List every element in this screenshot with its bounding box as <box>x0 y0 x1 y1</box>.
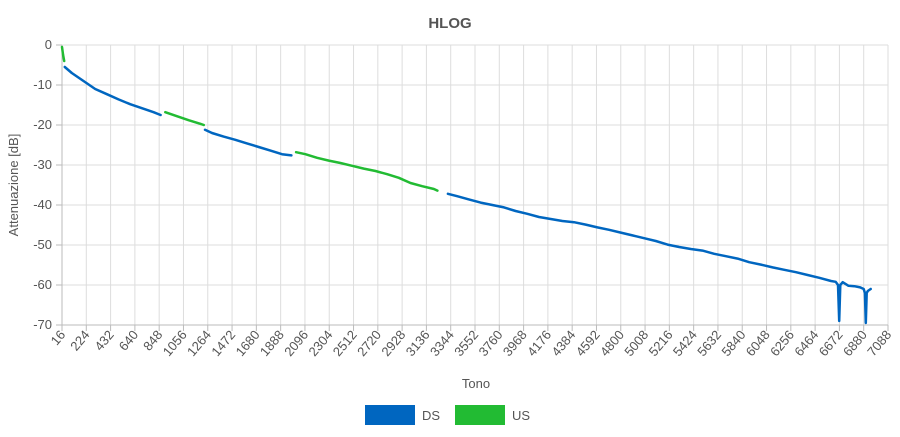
x-tick-label: 5632 <box>694 327 724 359</box>
x-tick-label: 2928 <box>378 327 408 359</box>
y-tick-label: -10 <box>33 77 52 92</box>
axes <box>56 44 889 331</box>
y-tick-label: -50 <box>33 237 52 252</box>
y-tick-label: -40 <box>33 197 52 212</box>
x-tick-label: 1056 <box>160 327 190 359</box>
x-tick-label: 5008 <box>621 327 651 359</box>
x-tick-label: 640 <box>116 327 141 353</box>
y-tick-label: -70 <box>33 317 52 332</box>
x-tick-label: 2512 <box>330 327 360 359</box>
series-ds-line <box>446 192 872 325</box>
y-tick-label: 0 <box>45 37 52 52</box>
series-ds-line <box>203 128 293 157</box>
series-us-line <box>164 110 206 127</box>
x-tick-label: 4384 <box>548 327 578 359</box>
x-tick-label: 4800 <box>597 327 627 359</box>
legend-label-ds[interactable]: DS <box>422 408 440 423</box>
x-tick-label: 5216 <box>646 327 676 359</box>
legend-swatch-us[interactable] <box>455 405 505 425</box>
x-tick-label: 3344 <box>427 327 457 359</box>
x-tick-label: 224 <box>67 327 92 353</box>
series-lines <box>60 45 872 325</box>
chart-title: HLOG <box>428 15 471 32</box>
x-tick-label: 6880 <box>840 327 870 359</box>
series-us-line <box>294 150 439 192</box>
x-tick-label: 3552 <box>451 327 481 359</box>
y-tick-label: -60 <box>33 277 52 292</box>
legend: DS US <box>365 405 530 425</box>
y-tick-labels: 0 -10 -20 -30 -40 -50 -60 -70 <box>33 37 52 332</box>
y-tick-label: -30 <box>33 157 52 172</box>
legend-label-us[interactable]: US <box>512 408 530 423</box>
x-tick-label: 3760 <box>476 327 506 359</box>
x-tick-label: 3968 <box>500 327 530 359</box>
x-tick-label: 5424 <box>670 327 700 359</box>
x-tick-label: 2096 <box>281 327 311 359</box>
x-tick-label: 4176 <box>524 327 554 359</box>
x-tick-labels: 1622443264084810561264147216801888209623… <box>48 327 895 359</box>
x-tick-label: 6256 <box>767 327 797 359</box>
x-tick-label: 432 <box>91 327 116 353</box>
x-axis-label: Tono <box>462 376 490 391</box>
x-tick-label: 7088 <box>864 327 894 359</box>
x-tick-label: 4592 <box>573 327 603 359</box>
y-tick-label: -20 <box>33 117 52 132</box>
x-tick-label: 6464 <box>791 327 821 359</box>
x-tick-label: 1264 <box>184 327 214 359</box>
legend-swatch-ds[interactable] <box>365 405 415 425</box>
y-axis-label: Attenuazione [dB] <box>6 134 21 237</box>
grid <box>61 44 889 326</box>
x-tick-label: 3136 <box>403 327 433 359</box>
x-tick-label: 1472 <box>208 327 238 359</box>
x-tick-label: 6048 <box>743 327 773 359</box>
x-tick-label: 6672 <box>816 327 846 359</box>
x-tick-label: 5840 <box>718 327 748 359</box>
x-tick-label: 2720 <box>354 327 384 359</box>
x-tick-label: 2304 <box>305 327 335 359</box>
x-tick-label: 1680 <box>233 327 263 359</box>
series-us-line <box>60 45 66 63</box>
series-ds-line <box>63 65 162 117</box>
x-tick-label: 1888 <box>257 327 287 359</box>
